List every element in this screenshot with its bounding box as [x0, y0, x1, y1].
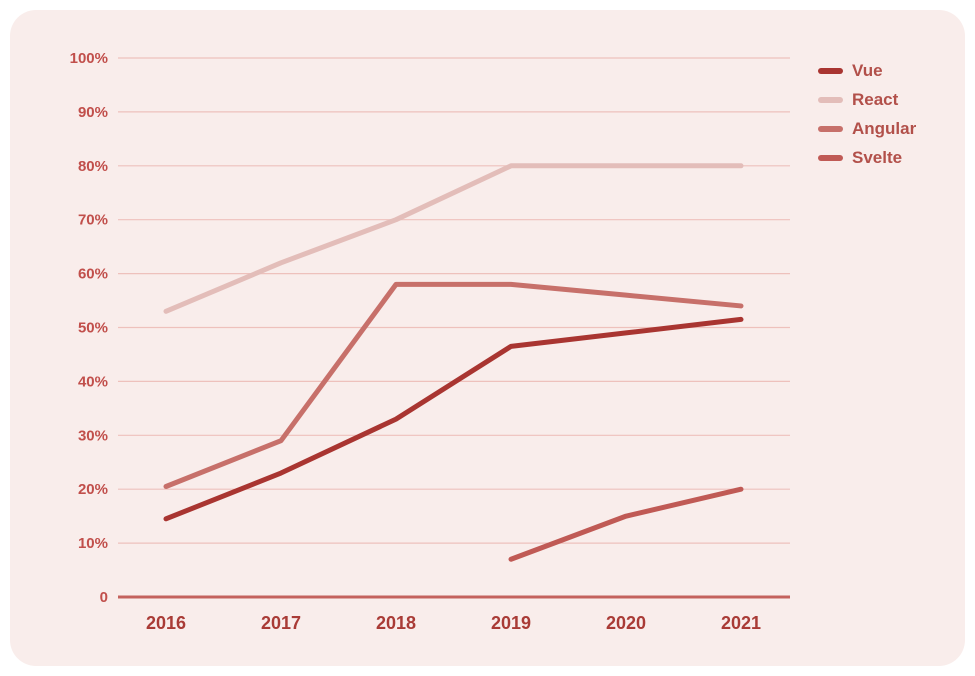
y-tick-label: 50% — [78, 320, 108, 337]
legend-item-react: React — [818, 85, 916, 114]
y-tick-label: 40% — [78, 373, 108, 390]
legend-label-react: React — [852, 90, 899, 109]
legend-item-angular: Angular — [818, 114, 916, 143]
x-tick-label: 2019 — [491, 613, 531, 633]
y-tick-label: 30% — [78, 427, 108, 444]
legend-swatch-react — [818, 96, 843, 103]
y-tick-label: 70% — [78, 212, 108, 229]
y-tick-label: 0 — [100, 589, 108, 606]
y-tick-label: 60% — [78, 266, 108, 283]
series-line-svelte — [508, 486, 744, 562]
chart-panel — [10, 10, 965, 666]
x-tick-label: 2017 — [261, 613, 301, 633]
series-line-react — [163, 163, 744, 314]
x-tick-label: 2016 — [146, 613, 186, 633]
y-tick-label: 80% — [78, 158, 108, 175]
series-line-vue — [163, 316, 744, 522]
y-tick-label: 100% — [70, 50, 108, 67]
legend-swatch-angular — [818, 125, 843, 132]
x-tick-label: 2021 — [721, 613, 761, 633]
legend-label-svelte: Svelte — [852, 148, 903, 167]
legend-item-svelte: Svelte — [818, 143, 916, 172]
x-tick-label: 2020 — [606, 613, 646, 633]
legend-swatch-svelte — [818, 154, 843, 161]
legend-label-angular: Angular — [852, 119, 917, 138]
legend-item-vue: Vue — [818, 56, 916, 85]
y-tick-label: 10% — [78, 535, 108, 552]
legend: Vue React Angular Svelte — [818, 56, 916, 172]
x-tick-label: 2018 — [376, 613, 416, 633]
legend-label-vue: Vue — [852, 61, 883, 80]
legend-swatch-vue — [818, 67, 843, 74]
y-tick-label: 20% — [78, 481, 108, 498]
y-tick-label: 90% — [78, 104, 108, 121]
series-line-angular — [163, 281, 744, 490]
